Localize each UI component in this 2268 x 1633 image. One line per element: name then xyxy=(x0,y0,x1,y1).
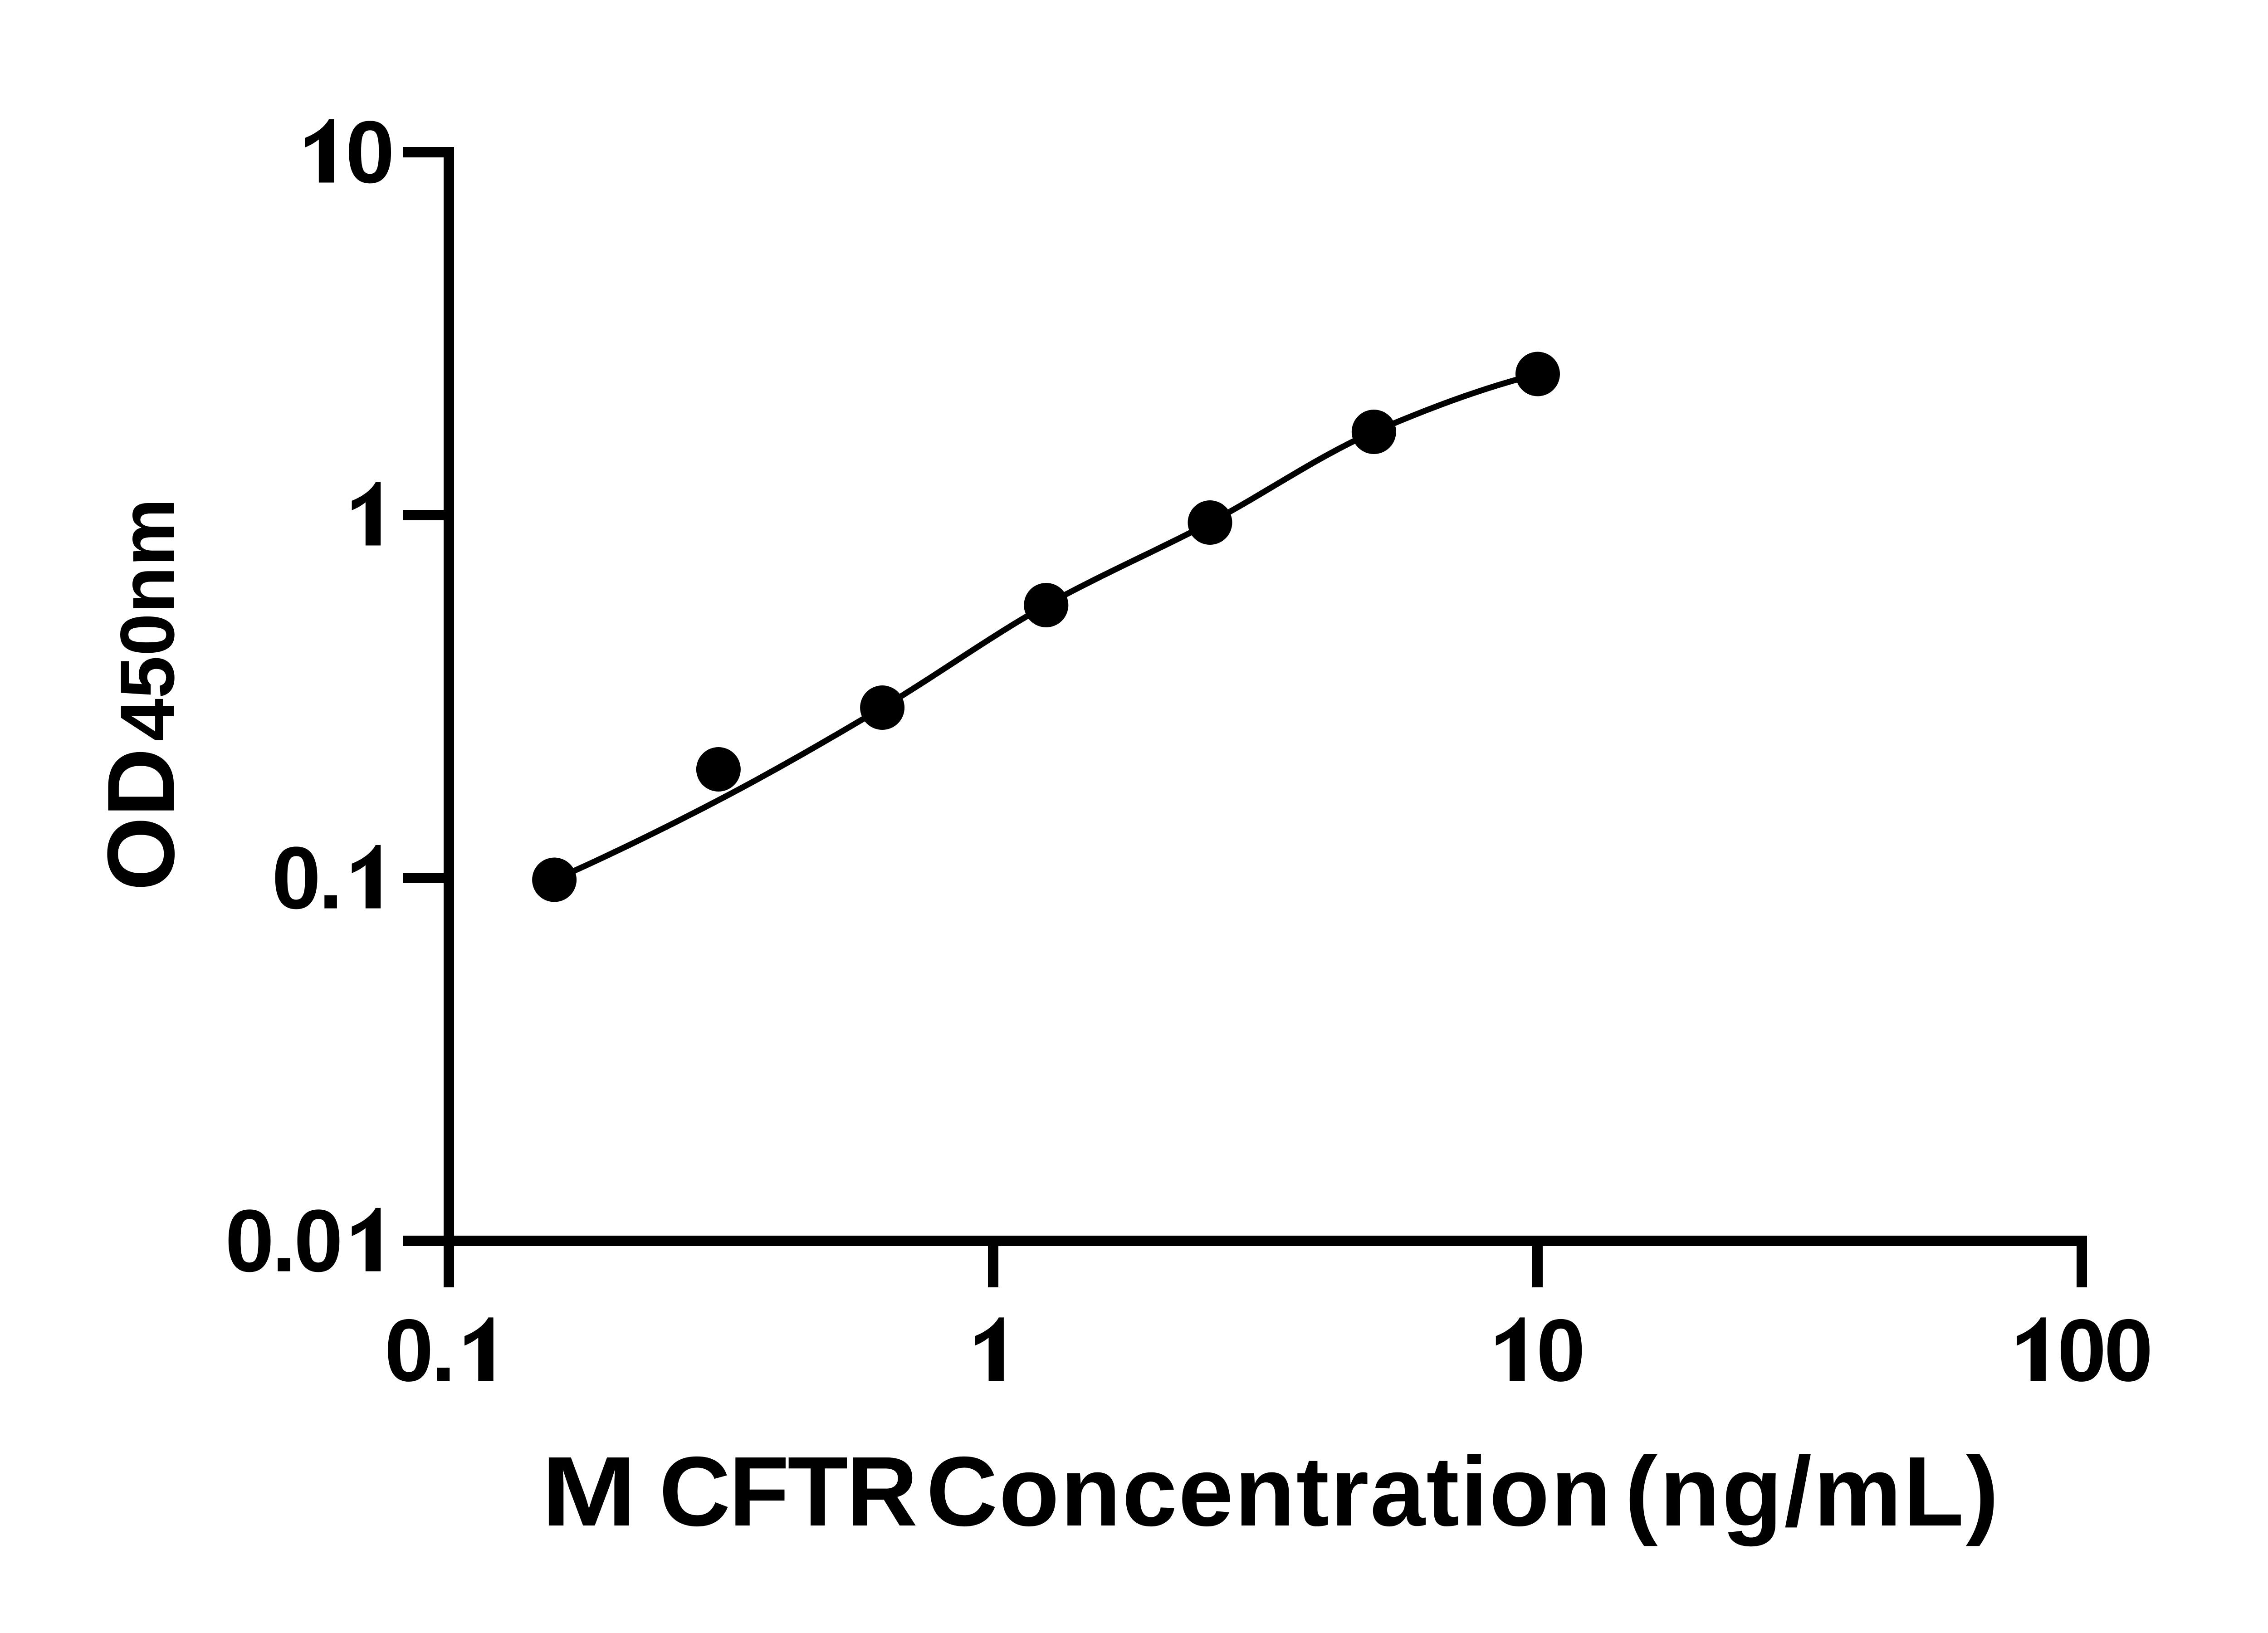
svg-text:M: M xyxy=(541,1436,637,1547)
svg-text:CFTR: CFTR xyxy=(659,1437,916,1547)
svg-text:0.: 0. xyxy=(272,829,341,928)
svg-text:0.: 0. xyxy=(385,1301,454,1400)
svg-text:0.0: 0.0 xyxy=(225,1192,341,1291)
svg-text:0: 0 xyxy=(1536,1301,1583,1400)
svg-text:450nm: 450nm xyxy=(104,499,190,741)
svg-text:OD: OD xyxy=(88,748,194,891)
svg-text:00: 00 xyxy=(2057,1301,2151,1400)
svg-text:Concentration: Concentration xyxy=(926,1437,1613,1547)
svg-text:(ng/mL): (ng/mL) xyxy=(1625,1437,2001,1547)
svg-text:0: 0 xyxy=(346,103,392,202)
